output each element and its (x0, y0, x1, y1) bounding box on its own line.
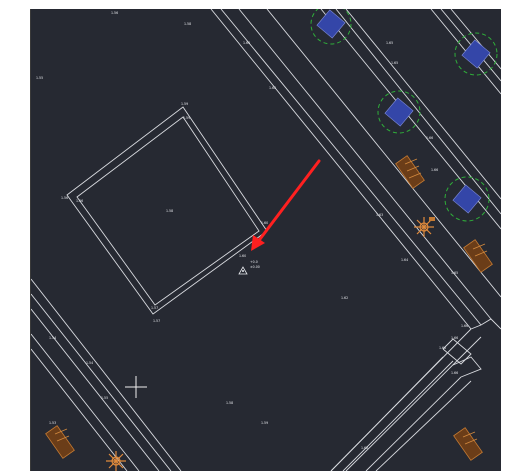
bench-symbol-icon (395, 155, 425, 189)
svg-text:1.54: 1.54 (86, 361, 93, 365)
tree-symbol-icon (444, 176, 490, 222)
tree-symbol-icon (310, 9, 352, 45)
svg-text:1.60: 1.60 (261, 221, 268, 225)
svg-text:1.62: 1.62 (341, 296, 348, 300)
svg-text:1.58: 1.58 (184, 22, 191, 26)
svg-text:1.57: 1.57 (151, 306, 158, 310)
tree-symbol-icon (454, 32, 498, 76)
svg-text:1.60: 1.60 (243, 41, 250, 45)
red-arrow-annotation (251, 159, 321, 251)
svg-text:1.65: 1.65 (451, 271, 458, 275)
bench-symbol-icon (453, 427, 483, 461)
survey-point-triangle-icon[interactable]: +0.0 ±0.00 (238, 260, 260, 275)
svg-text:1.55: 1.55 (36, 76, 43, 80)
crosshair-cursor-icon (125, 376, 147, 398)
svg-text:1.59: 1.59 (181, 102, 188, 106)
building-footprint[interactable] (66, 106, 268, 315)
svg-text:1.66: 1.66 (451, 371, 458, 375)
svg-text:1.66: 1.66 (439, 346, 446, 350)
svg-text:1.59: 1.59 (261, 421, 268, 425)
svg-text:1.56: 1.56 (111, 11, 118, 15)
cad-drawing-canvas[interactable]: 1.56 1.58 1.60 1.55 1.62 1.59 1.59 1.56 … (31, 9, 501, 471)
cad-drawing-viewport[interactable]: 1.56 1.58 1.60 1.55 1.62 1.59 1.59 1.56 … (30, 9, 501, 471)
tree-symbol-icon (377, 90, 421, 134)
svg-text:1.66: 1.66 (426, 136, 433, 140)
road-lines-lower (330, 318, 501, 471)
svg-text:1.55: 1.55 (101, 396, 108, 400)
svg-text:1.59: 1.59 (183, 116, 190, 120)
svg-text:1.62: 1.62 (361, 446, 368, 450)
svg-text:1.66: 1.66 (461, 324, 468, 328)
boundary-lines-left (31, 278, 182, 471)
svg-text:1.56: 1.56 (76, 199, 83, 203)
svg-text:1.66: 1.66 (431, 168, 438, 172)
svg-text:1.58: 1.58 (226, 401, 233, 405)
svg-text:1.60: 1.60 (239, 254, 246, 258)
lamp-symbol-icon (106, 451, 126, 471)
svg-text:1.65: 1.65 (391, 61, 398, 65)
svg-text:1.54: 1.54 (49, 336, 56, 340)
bench-symbol-icon (463, 239, 493, 273)
bench-symbol-icon (45, 425, 75, 459)
svg-text:±0.00: ±0.00 (250, 265, 260, 269)
svg-text:1.58: 1.58 (166, 209, 173, 213)
svg-text:+0.0: +0.0 (250, 260, 258, 264)
svg-text:1.53: 1.53 (49, 421, 56, 425)
road-lines-upper (210, 9, 501, 330)
svg-text:1.63: 1.63 (376, 213, 383, 217)
svg-text:1.66: 1.66 (451, 336, 458, 340)
svg-text:1.65: 1.65 (386, 41, 393, 45)
svg-text:1.57: 1.57 (153, 319, 160, 323)
lamp-symbol-icon (414, 217, 435, 237)
svg-text:1.62: 1.62 (269, 86, 276, 90)
svg-text:1.64: 1.64 (401, 258, 408, 262)
drawing-labels: 1.56 1.58 1.60 1.55 1.62 1.59 1.59 1.56 … (36, 11, 468, 450)
svg-text:1.56: 1.56 (61, 196, 68, 200)
